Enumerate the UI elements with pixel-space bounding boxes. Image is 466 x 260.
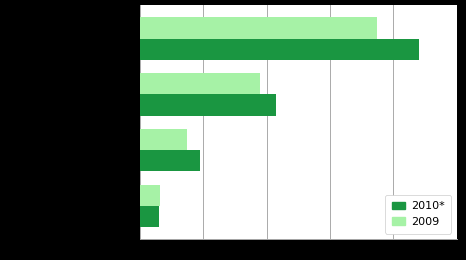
Bar [140, 129, 187, 150]
Bar [140, 94, 276, 115]
Bar [140, 185, 160, 206]
Bar [140, 17, 377, 39]
Bar [140, 73, 260, 94]
Bar [140, 39, 418, 60]
Bar [140, 206, 159, 227]
Legend: 2010*, 2009: 2010*, 2009 [385, 195, 451, 234]
Bar [140, 150, 200, 171]
